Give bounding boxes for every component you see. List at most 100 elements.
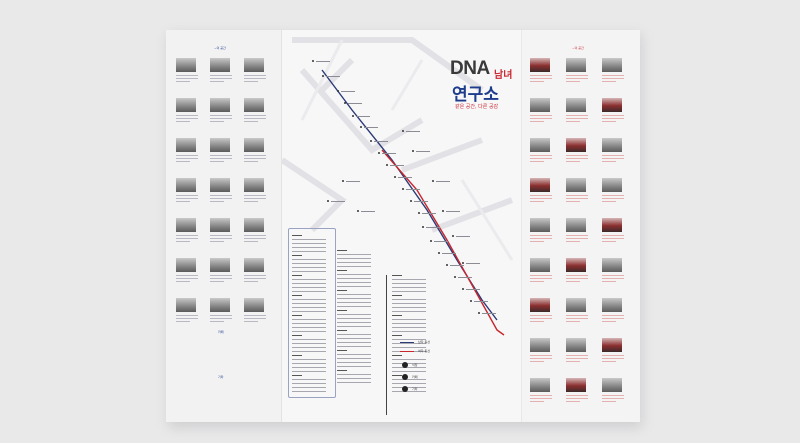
- store-photo: [530, 218, 550, 232]
- caption-line: [530, 121, 544, 122]
- caption-line: [244, 281, 258, 282]
- list-entry-line: [337, 270, 347, 271]
- caption-line: [210, 278, 232, 279]
- caption-line: [176, 81, 190, 82]
- caption-line: [530, 201, 544, 202]
- list-entry-line: [337, 274, 371, 275]
- list-entry-line: [392, 367, 426, 368]
- caption-line: [602, 318, 624, 319]
- map-label-line: [458, 277, 472, 278]
- caption-line: [244, 278, 266, 279]
- caption-line: [566, 281, 580, 282]
- list-entry-line: [392, 375, 402, 376]
- caption-line: [566, 121, 580, 122]
- store-photo: [602, 378, 622, 392]
- caption-line: [530, 75, 552, 76]
- map-label-line: [422, 213, 436, 214]
- map-label-line: [446, 211, 460, 212]
- store-photo: [530, 178, 550, 192]
- list-entry-line: [337, 370, 347, 371]
- list-entry-line: [337, 278, 371, 279]
- caption-line: [566, 401, 580, 402]
- list-entry-line: [292, 367, 326, 368]
- caption-line: [176, 115, 198, 116]
- list-entry-line: [292, 287, 326, 288]
- list-entry-line: [392, 363, 426, 364]
- caption-line: [530, 395, 552, 396]
- list-entry-line: [292, 263, 326, 264]
- map-label-line: [398, 177, 412, 178]
- store-photo: [602, 138, 622, 152]
- map-marker: [344, 102, 346, 104]
- list-entry-line: [337, 382, 371, 383]
- store-photo: [602, 58, 622, 72]
- store-photo: [210, 58, 230, 72]
- caption-line: [176, 121, 190, 122]
- list-entry-line: [337, 262, 371, 263]
- caption-line: [566, 118, 588, 119]
- map-label-line: [346, 181, 360, 182]
- caption-line: [530, 278, 552, 279]
- list-entry-line: [337, 354, 371, 355]
- caption-line: [530, 198, 552, 199]
- list-entry-line: [337, 286, 371, 287]
- store-photo: [176, 178, 196, 192]
- caption-line: [210, 318, 232, 319]
- etc-icon: [402, 386, 408, 392]
- caption-line: [602, 241, 616, 242]
- list-entry-line: [392, 295, 402, 296]
- map-marker: [478, 312, 480, 314]
- list-entry-line: [337, 374, 371, 375]
- caption-line: [602, 238, 624, 239]
- list-entry-line: [392, 335, 402, 336]
- caption-line: [244, 318, 266, 319]
- store-photo: [530, 258, 550, 272]
- caption-line: [176, 195, 198, 196]
- store-photo: [176, 58, 196, 72]
- caption-line: [566, 315, 588, 316]
- caption-line: [602, 161, 616, 162]
- list-entry-line: [292, 311, 326, 312]
- legend-icon-restaurant: 식당: [412, 363, 418, 367]
- list-entry-line: [392, 387, 426, 388]
- list-entry-line: [292, 323, 326, 324]
- caption-line: [244, 161, 258, 162]
- list-entry-line: [392, 343, 426, 344]
- list-entry-line: [292, 363, 326, 364]
- store-photo: [210, 218, 230, 232]
- list-entry-line: [292, 259, 326, 260]
- list-entry-line: [292, 295, 302, 296]
- map-marker: [430, 240, 432, 242]
- list-entry-line: [337, 366, 371, 367]
- caption-line: [566, 198, 588, 199]
- store-photo: [244, 178, 264, 192]
- map-label-line: [434, 241, 448, 242]
- caption-line: [566, 238, 588, 239]
- list-entry-line: [337, 258, 371, 259]
- map-label-line: [442, 253, 456, 254]
- route-blue: [321, 69, 498, 321]
- store-photo: [566, 218, 586, 232]
- map-label-line: [348, 103, 362, 104]
- caption-line: [530, 235, 552, 236]
- list-entry-line: [337, 318, 371, 319]
- caption-line: [244, 121, 258, 122]
- list-entry-line: [392, 331, 426, 332]
- map-marker: [342, 180, 344, 182]
- caption-line: [602, 275, 624, 276]
- caption-line: [530, 318, 552, 319]
- caption-line: [602, 78, 624, 79]
- caption-line: [210, 275, 232, 276]
- caption-line: [566, 201, 580, 202]
- caption-line: [244, 158, 266, 159]
- caption-line: [530, 275, 552, 276]
- caption-line: [602, 361, 616, 362]
- caption-line: [566, 81, 580, 82]
- list-entry-line: [292, 235, 302, 236]
- caption-line: [244, 241, 258, 242]
- caption-line: [244, 81, 258, 82]
- list-entry-line: [292, 307, 326, 308]
- list-entry-line: [392, 275, 402, 276]
- list-entry-line: [292, 331, 326, 332]
- caption-line: [244, 235, 266, 236]
